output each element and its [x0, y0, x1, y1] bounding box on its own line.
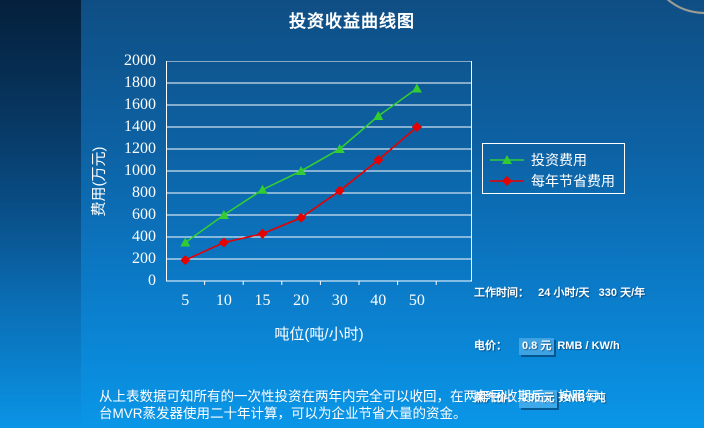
work-time-label: 工作时间： — [474, 287, 529, 299]
y-tick-label: 400 — [132, 228, 156, 245]
info-panel: 工作时间： 24 小时/天 330 天/年 电价： 0.8 元 RMB / KW/h… — [474, 250, 702, 428]
electricity-value-badge: 0.8 元 — [519, 337, 555, 355]
y-tick-label: 200 — [132, 250, 156, 267]
left-accent-band — [0, 0, 81, 428]
steam-label: 蒸汽价： — [474, 392, 518, 404]
slide-title: 投资收益曲线图 — [289, 12, 415, 31]
x-tick-label: 5 — [181, 292, 190, 309]
info-row-work-time: 工作时间： 24 小时/天 330 天/年 — [474, 285, 702, 303]
legend-item-investment: 投资费用 — [490, 149, 624, 170]
y-tick-label: 2000 — [124, 52, 156, 69]
info-row-electricity: 电价： 0.8 元 RMB / KW/h — [474, 337, 702, 355]
paragraph-line-1: 从上表数据可知所有的一次性投资在两年内完全可以收回，在两年回收期后，按照每 — [99, 389, 599, 404]
x-tick-label: 40 — [370, 292, 387, 309]
corner-swoosh-decoration — [666, 0, 704, 15]
x-axis-labels: 5 10 15 20 30 40 50 — [166, 292, 472, 310]
plot-area — [166, 61, 472, 285]
x-tick-label: 30 — [331, 292, 348, 309]
x-tick-label: 50 — [408, 292, 425, 309]
y-tick-label: 800 — [132, 184, 156, 201]
y-tick-label: 1000 — [124, 162, 156, 179]
work-time-value: 24 小时/天 330 天/年 — [529, 287, 646, 299]
x-tick-label: 20 — [293, 292, 310, 309]
legend: 投资费用 每年节省费用 — [482, 143, 625, 194]
legend-label-savings: 每年节省费用 — [531, 172, 615, 189]
y-tick-label: 0 — [148, 272, 156, 289]
steam-value-badge: 230 元 — [519, 390, 558, 408]
investment-series-swatch — [490, 154, 524, 164]
paragraph-line-2: 台MVR蒸发器使用二十年计算，可以为企业节省大量的资金。 — [99, 406, 467, 421]
y-tick-label: 600 — [132, 206, 156, 223]
info-row-steam: 蒸汽价： 230 元 RMB / 吨 — [474, 390, 702, 408]
steam-unit: RMB / 吨 — [560, 392, 606, 404]
y-axis-labels: 2000 1800 1600 1400 1200 1000 800 600 400 200 0 — [96, 53, 156, 289]
legend-label-investment: 投资费用 — [531, 151, 587, 168]
y-tick-label: 1800 — [124, 74, 156, 91]
y-tick-label: 1600 — [124, 96, 156, 113]
x-tick-label: 15 — [254, 292, 271, 309]
x-axis-title: 吨位(吨/小时) — [274, 326, 364, 343]
electricity-label: 电价： — [474, 339, 507, 352]
x-tick-label: 10 — [215, 292, 232, 309]
slide-paragraph: 从上表数据可知所有的一次性投资在两年内完全可以收回，在两年回收期后，按照每 台M… — [99, 388, 704, 422]
savings-series-swatch — [490, 175, 524, 186]
y-tick-label: 1200 — [124, 140, 156, 157]
legend-item-savings: 每年节省费用 — [490, 170, 624, 191]
y-tick-label: 1400 — [124, 118, 156, 135]
electricity-unit: RMB / KW/h — [557, 339, 620, 352]
